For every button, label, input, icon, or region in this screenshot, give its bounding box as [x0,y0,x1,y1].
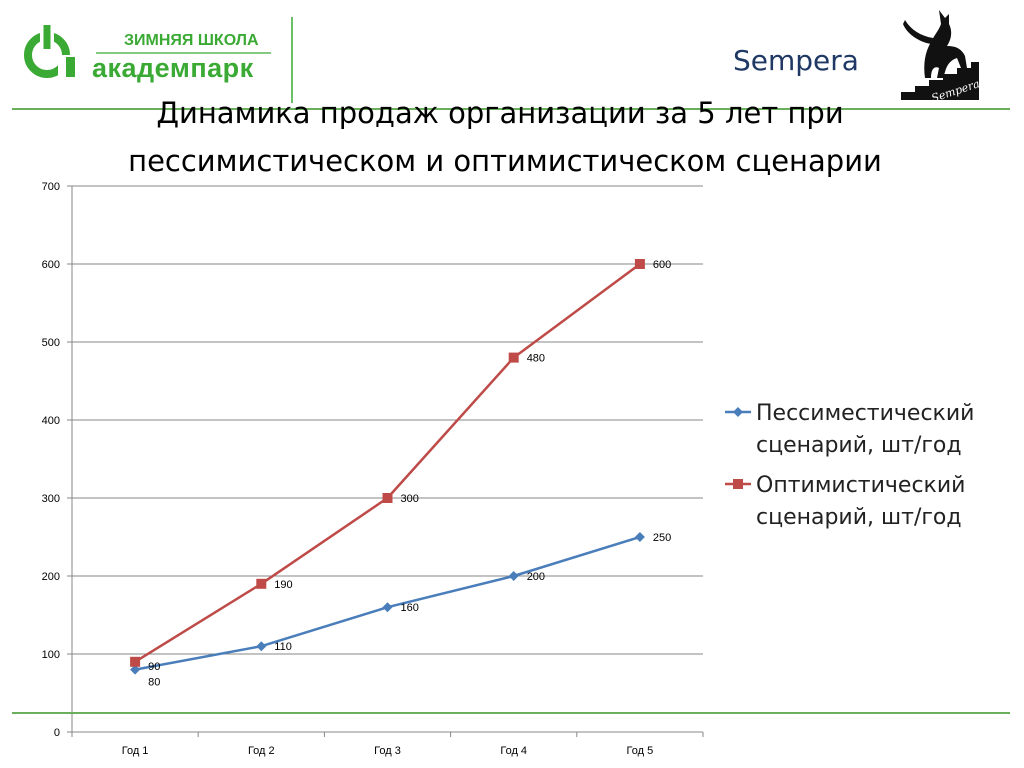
legend-label: Оптимистический сценарий, шт/год [756,473,966,530]
slide-title-line1: Динамика продаж организации за 5 лет при [156,96,844,130]
data-point [508,352,519,363]
x-tick-label: Год 5 [627,745,654,757]
legend-item: Оптимистический сценарий, шт/год [724,470,1014,534]
academpark-logo: ЗИМНЯЯ ШКОЛА академпарк [24,17,293,103]
data-label: 160 [401,602,419,614]
y-tick-label: 300 [42,493,60,505]
stairs [901,62,979,100]
data-label: 80 [148,677,160,689]
x-tick-label: Год 4 [500,745,527,757]
data-label: 250 [653,532,671,544]
data-label: 110 [274,641,292,653]
data-label: 90 [148,661,160,673]
data-point [634,532,645,542]
y-tick-label: 400 [42,415,60,427]
data-label: 600 [653,259,671,271]
logo-bottom-text: академпарк [92,53,254,83]
y-tick-label: 600 [42,259,60,271]
data-point [256,641,267,652]
slide-title-line2: пессимистическом и оптимистическом сцена… [128,144,882,178]
y-tick-label: 0 [54,727,60,739]
legend-marker [725,407,751,417]
data-point [130,656,141,667]
data-point [634,259,645,269]
y-tick-label: 500 [42,337,60,349]
y-tick-label: 700 [42,181,60,193]
cat-silhouette [903,10,967,78]
x-tick-label: Год 3 [374,745,401,757]
bottom-rule [12,712,1010,714]
y-tick-label: 100 [42,649,60,661]
data-point [508,571,519,581]
data-point [382,602,393,613]
x-tick-label: Год 2 [248,745,275,757]
data-point [382,493,393,503]
data-label: 200 [527,571,545,583]
top-rule [12,108,1010,110]
sempera-cat-logo: Sempera [901,10,981,102]
legend-marker [725,479,751,489]
series-line [134,262,641,663]
y-tick-label: 200 [42,571,60,583]
brand-name: Sempera [733,44,859,77]
data-point [130,664,141,675]
data-label: 190 [274,579,292,591]
data-label: 480 [527,353,545,365]
x-tick-label: Год 1 [122,745,149,757]
data-point [256,578,267,589]
logo-top-text: ЗИМНЯЯ ШКОЛА [124,32,259,49]
chart-legend: Пессиместический сценарий, шт/год Оптимис… [724,398,1014,542]
legend-item: Пессиместический сценарий, шт/год [724,398,1014,462]
legend-label: Пессиместический сценарий, шт/год [756,401,975,458]
data-label: 300 [401,493,419,505]
